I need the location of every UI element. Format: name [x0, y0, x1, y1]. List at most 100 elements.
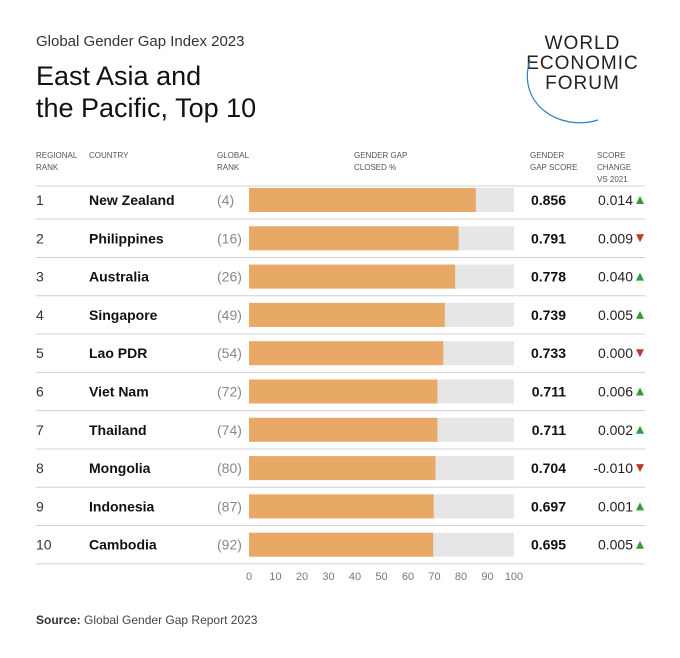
column-header-score: GENDER GAP SCORE	[530, 150, 577, 174]
score-value: 0.695	[531, 537, 566, 553]
country-name: Australia	[89, 269, 149, 285]
bar	[249, 456, 436, 481]
chart-title-line1: East Asia and	[36, 61, 202, 91]
x-tick-label: 70	[428, 571, 440, 583]
column-header-gap-closed-line2: CLOSED %	[354, 163, 397, 172]
global-rank: (80)	[217, 460, 242, 476]
wef-logo-arc-icon	[526, 59, 599, 124]
x-tick-label: 90	[481, 571, 493, 583]
column-header-gap-closed-line1: GENDER GAP	[354, 151, 408, 160]
bar	[249, 188, 476, 212]
source-note: Source: Global Gender Gap Report 2023	[36, 613, 257, 627]
arrow-up-icon	[636, 502, 644, 511]
regional-rank: 6	[36, 384, 44, 400]
arrow-up-icon	[636, 387, 644, 396]
bar	[249, 226, 459, 251]
score-value: 0.778	[531, 269, 566, 285]
column-header-score-line1: GENDER	[530, 151, 565, 160]
global-rank: (92)	[217, 537, 242, 553]
column-header-change-line2: CHANGE	[597, 163, 632, 172]
arrow-up-icon	[636, 310, 644, 319]
x-tick-label: 80	[455, 571, 467, 583]
country-name: Cambodia	[89, 537, 157, 553]
country-name: Mongolia	[89, 460, 151, 476]
regional-rank: 2	[36, 230, 44, 246]
global-rank: (54)	[217, 345, 242, 361]
x-tick-label: 10	[269, 571, 281, 583]
x-tick-label: 50	[375, 571, 387, 583]
score-change: 0.014	[598, 192, 633, 208]
bar	[249, 302, 445, 327]
score-value: 0.704	[531, 460, 566, 476]
score-value: 0.791	[531, 230, 566, 246]
score-change: 0.040	[598, 269, 633, 285]
score-change: 0.005	[598, 307, 633, 323]
score-change: 0.000	[598, 345, 633, 361]
bar	[249, 264, 456, 289]
global-rank: (49)	[217, 307, 242, 323]
column-header-global-rank: GLOBAL RANK	[217, 150, 249, 174]
column-header-regional-rank: REGIONAL RANK	[36, 150, 77, 174]
arrow-up-icon	[636, 425, 644, 434]
bar	[249, 417, 438, 442]
wef-logo: WORLD ECONOMIC FORUM	[520, 33, 645, 124]
source-text: Global Gender Gap Report 2023	[80, 613, 258, 627]
arrow-up-icon	[636, 196, 644, 204]
column-header-change-line3: VS 2021	[597, 175, 628, 184]
column-header-regional-rank-line2: RANK	[36, 163, 59, 172]
score-change: 0.009	[598, 230, 633, 246]
score-value: 0.711	[532, 384, 566, 400]
wef-logo-line2: ECONOMIC	[526, 53, 639, 74]
arrow-down-icon	[636, 464, 644, 473]
score-value: 0.697	[531, 498, 566, 514]
wef-logo-line3: FORUM	[545, 73, 620, 94]
global-rank: (74)	[217, 422, 242, 438]
gender-gap-chart: 1 New Zealand (4) 0.856 0.014 2 Philippines (16…	[36, 185, 645, 583]
column-header-country-line1: COUNTRY	[89, 151, 129, 160]
score-change: 0.006	[598, 384, 633, 400]
global-rank: (26)	[217, 269, 242, 285]
column-header-country: COUNTRY	[89, 150, 128, 162]
score-value: 0.856	[531, 192, 566, 208]
regional-rank: 9	[36, 498, 44, 514]
x-tick-label: 40	[349, 571, 361, 583]
score-change: 0.001	[598, 498, 633, 514]
x-tick-label: 0	[246, 571, 252, 583]
country-name: Lao PDR	[89, 345, 147, 361]
global-rank: (16)	[217, 230, 242, 246]
global-rank: (4)	[217, 192, 234, 208]
column-header-gap-closed: GENDER GAP CLOSED %	[354, 150, 407, 174]
country-name: New Zealand	[89, 192, 175, 208]
bar	[249, 341, 444, 366]
country-name: Indonesia	[89, 498, 155, 514]
column-header-global-rank-line2: RANK	[217, 163, 240, 172]
column-header-regional-rank-line1: REGIONAL	[36, 151, 78, 160]
regional-rank: 3	[36, 269, 44, 285]
country-name: Thailand	[89, 422, 147, 438]
column-header-change: SCORE CHANGE VS 2021	[597, 150, 631, 186]
chart-title: East Asia and the Pacific, Top 10	[36, 60, 356, 124]
global-rank: (87)	[217, 498, 242, 514]
arrow-up-icon	[636, 272, 644, 281]
arrow-down-icon	[636, 234, 644, 243]
country-name: Viet Nam	[89, 384, 149, 400]
chart-title-line2: the Pacific, Top 10	[36, 93, 257, 123]
score-change: -0.010	[593, 460, 633, 476]
regional-rank: 10	[36, 537, 52, 553]
score-value: 0.739	[531, 307, 566, 323]
score-value: 0.711	[532, 422, 566, 438]
x-tick-label: 60	[402, 571, 414, 583]
bar	[249, 494, 434, 519]
score-value: 0.733	[531, 345, 566, 361]
arrow-down-icon	[636, 349, 644, 358]
x-tick-label: 20	[296, 571, 308, 583]
regional-rank: 5	[36, 345, 44, 361]
x-tick-label: 100	[505, 571, 523, 583]
wef-logo-line1: WORLD	[544, 33, 621, 54]
score-change: 0.002	[598, 422, 633, 438]
arrow-up-icon	[636, 540, 644, 549]
global-rank: (72)	[217, 384, 242, 400]
score-change: 0.005	[598, 537, 633, 553]
regional-rank: 4	[36, 307, 44, 323]
regional-rank: 7	[36, 422, 44, 438]
